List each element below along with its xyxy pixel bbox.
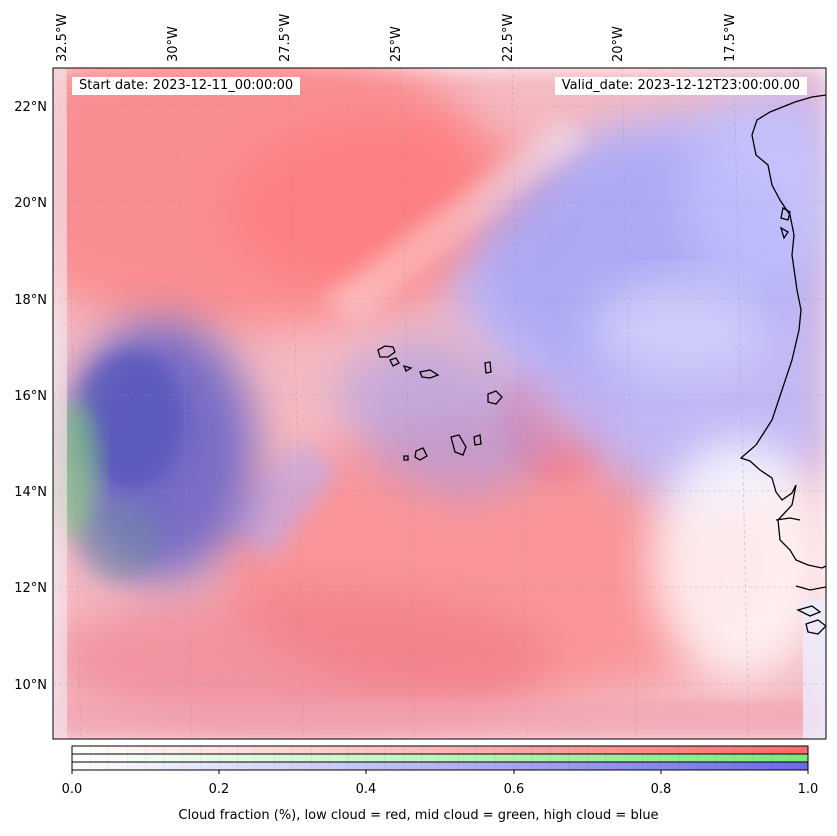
meridian-gridline (733, 68, 750, 739)
meridian-gridline (65, 68, 82, 739)
lat-label: 16°N (14, 389, 47, 404)
lon-label: 22.5°W (501, 14, 516, 62)
lon-label: 20°W (611, 26, 626, 62)
meridian-gridline (176, 68, 193, 739)
lat-label: 14°N (14, 485, 47, 500)
lat-label: 18°N (14, 293, 47, 308)
map-gridlines (53, 68, 826, 739)
colorbar-tick-label: 0.6 (504, 782, 525, 797)
latitude-labels: 22°N 20°N 18°N 16°N 14°N 12°N 10°N (14, 100, 47, 693)
map-panel (53, 68, 826, 739)
lat-label: 10°N (14, 678, 47, 693)
meridian-gridline (399, 68, 416, 739)
colorbar-title: Cloud fraction (%), low cloud = red, mid… (178, 808, 659, 823)
colorbar-tick-label: 0.0 (62, 782, 83, 797)
lon-label: 30°W (166, 26, 181, 62)
lat-label: 22°N (14, 100, 47, 115)
lat-label: 20°N (14, 196, 47, 211)
meridian-gridline (511, 68, 528, 739)
meridian-gridline (288, 68, 305, 739)
colorbar-frame (71, 745, 809, 771)
start-date-label: Start date: 2023-12-11_00:00:00 (72, 77, 301, 95)
cloud-field (53, 68, 826, 739)
colorbar-tick-label: 0.4 (356, 782, 377, 797)
lon-label: 25°W (389, 26, 404, 62)
coastline (377, 94, 826, 635)
map-frame (52, 67, 827, 740)
lon-label: 32.5°W (55, 14, 70, 62)
longitude-labels: 32.5°W 30°W 27.5°W 25°W 22.5°W 20°W 17.5… (55, 14, 738, 62)
colorbar-tick-label: 0.2 (209, 782, 230, 797)
lon-label: 27.5°W (278, 14, 293, 62)
colorbar-tick-label: 1.0 (798, 782, 819, 797)
lon-label: 17.5°W (723, 14, 738, 62)
lat-label: 12°N (14, 581, 47, 596)
valid-date-label: Valid_date: 2023-12-12T23:00:00.00 (554, 77, 807, 95)
meridian-gridline (621, 68, 638, 739)
colorbar: 0.0 0.2 0.4 0.6 0.8 1.0 (62, 745, 819, 797)
colorbar-tick-label: 0.8 (651, 782, 672, 797)
